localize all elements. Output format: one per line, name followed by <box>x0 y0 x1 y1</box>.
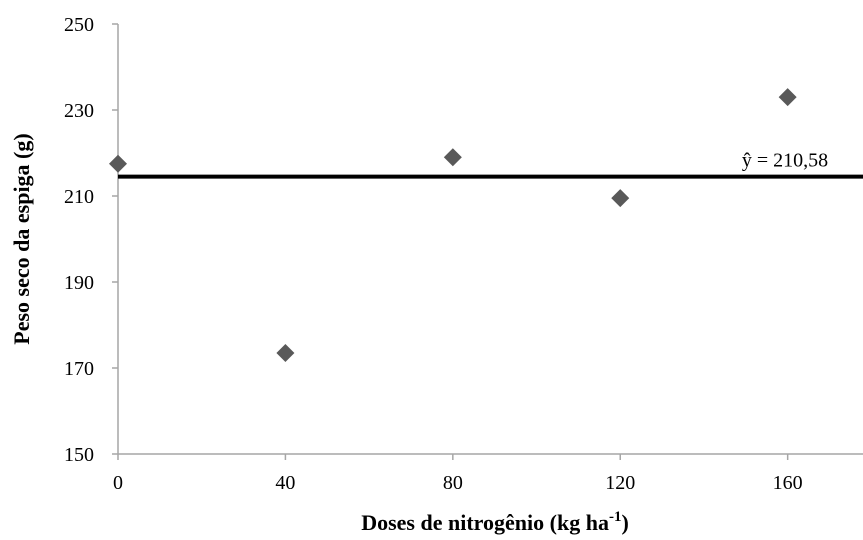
x-axis-title-main: Doses de nitrogênio (kg ha <box>361 510 609 535</box>
data-point <box>276 343 295 362</box>
axes <box>117 24 863 455</box>
x-axis-title-suffix: ) <box>621 510 628 535</box>
x-tick-label: 0 <box>113 472 123 494</box>
y-tick-label: 170 <box>64 358 94 380</box>
x-tick-label: 40 <box>275 472 295 494</box>
data-point <box>443 148 462 167</box>
y-axis-title: Peso seco da espiga (g) <box>9 133 34 344</box>
y-tick-label: 190 <box>64 272 94 294</box>
x-axis-title: Doses de nitrogênio (kg ha-1) <box>361 509 629 535</box>
x-tick-label: 80 <box>443 472 463 494</box>
x-tick-label: 160 <box>773 472 803 494</box>
data-point <box>109 154 127 173</box>
equation-annotation: ŷ = 210,58 <box>742 150 828 172</box>
x-tick-label: 120 <box>605 472 635 494</box>
x-axis-title-superscript: -1 <box>609 509 622 525</box>
y-ticks: 150 170 190 210 230 250 <box>64 14 118 466</box>
y-tick-label: 150 <box>64 444 94 466</box>
x-ticks: 0 40 80 120 160 <box>113 454 803 494</box>
data-point <box>778 88 797 107</box>
y-tick-label: 250 <box>64 14 94 36</box>
y-tick-label: 210 <box>64 186 94 208</box>
data-point <box>611 189 630 208</box>
data-points <box>109 88 797 362</box>
y-tick-label: 230 <box>64 100 94 122</box>
